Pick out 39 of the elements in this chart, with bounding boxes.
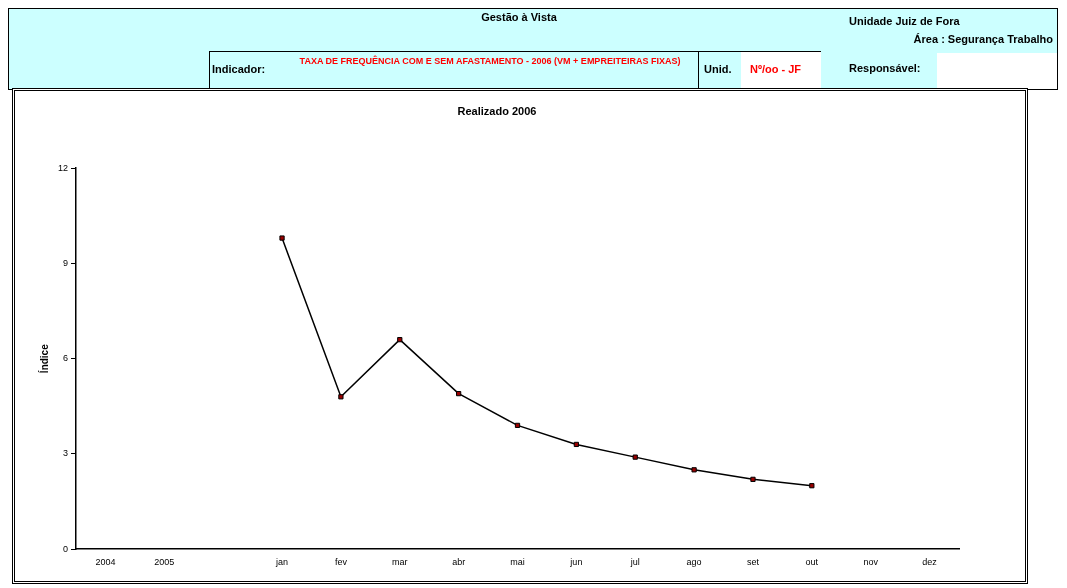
text: Indicador: [212,63,266,75]
x-tick-label: set [746,557,760,568]
point [632,454,638,460]
x-tick-label: nov [863,557,879,568]
x-tick-label: dez [922,557,938,568]
chart-title: Realizado 2006 [457,104,537,117]
x-tick-label: mai [510,557,525,568]
x-tick-label: jan [275,557,289,568]
text: Unidade Juiz de Fora [849,15,960,27]
x-tick-label: 2004 [95,557,116,568]
x-tick-label: jul [629,557,640,568]
x-tick-label: mar [392,557,408,568]
y-tick-label: 0 [63,543,69,554]
text: Responsável: [849,62,921,74]
point [456,391,462,397]
point [573,441,579,448]
text: TAXA DE FREQUÊNCIA COM E SEM AFASTAMENTO - 2006 (VM + EMPREITEIRAS FIXAS) [298,56,682,66]
y-tick-label: 6 [63,353,69,364]
point [691,467,697,473]
x-tick-label: 2005 [154,557,175,568]
text: Nº/oo - JF [750,63,802,75]
x-tick-label: out [805,557,819,568]
point [809,483,815,489]
text: Área : Segurança Trabalho [912,33,1053,45]
y-tick-label: 3 [63,448,69,459]
text: Unid. [704,63,732,75]
point [338,394,344,400]
point [750,476,756,482]
point [279,235,285,241]
x-tick-label: fev [334,557,348,568]
point [397,337,403,343]
y-axis-title: Índice [37,343,50,374]
x-tick-label: abr [452,557,466,568]
y-tick-label: 9 [63,257,69,268]
point [514,422,521,428]
y-tick-label: 12 [58,162,69,173]
text: Gestão à Vista [480,11,558,23]
x-tick-label: jun [569,557,583,568]
x-tick-label: ago [686,557,702,568]
